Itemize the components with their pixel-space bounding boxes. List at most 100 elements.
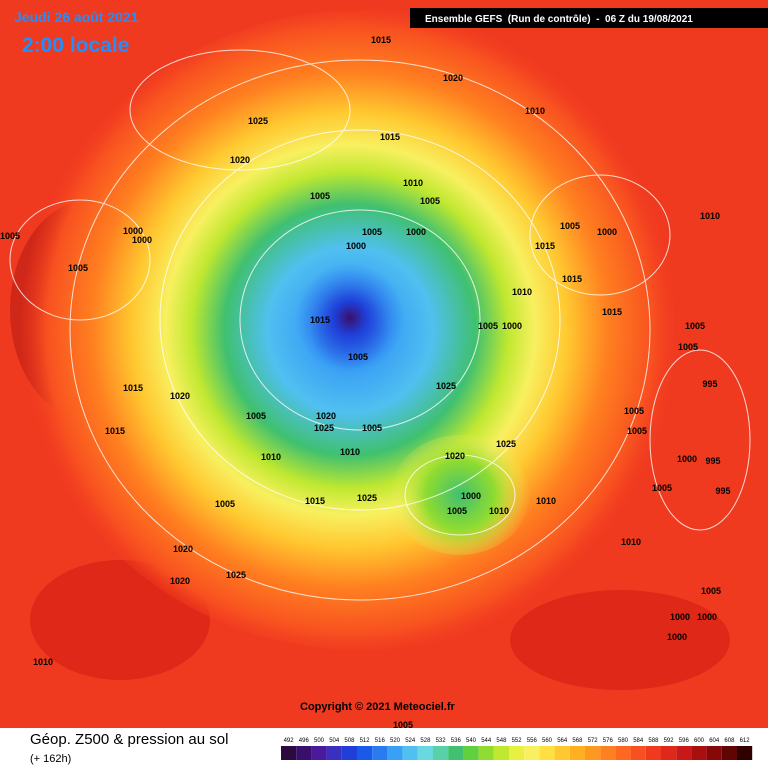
colorbar-label: 500 <box>314 738 325 744</box>
colorbar-swatch <box>296 746 312 760</box>
isobar-label: 1000 <box>461 491 481 501</box>
colorbar-label: 560 <box>542 738 553 744</box>
colorbar-swatch <box>448 746 464 760</box>
isobar-label: 995 <box>705 456 720 466</box>
isobar-label: 1010 <box>403 178 423 188</box>
isobar-label: 1010 <box>621 537 641 547</box>
isobar-label: 995 <box>715 486 730 496</box>
isobar-label: 1020 <box>445 451 465 461</box>
isobar-label: 1010 <box>340 447 360 457</box>
colorbar-swatch <box>341 746 357 760</box>
colorbar-label: 596 <box>679 738 690 744</box>
colorbar-swatch <box>661 746 677 760</box>
colorbar-label: 556 <box>527 738 538 744</box>
colorbar-swatch <box>600 746 616 760</box>
isobar-label: 1020 <box>170 391 190 401</box>
isobar-label: 1020 <box>173 544 193 554</box>
colorbar-swatch <box>433 746 449 760</box>
isobar-label: 1010 <box>33 657 53 667</box>
isobar-label: 1005 <box>478 321 498 331</box>
lead-time: (+ 162h) <box>30 753 71 765</box>
isobar-label: 1010 <box>700 211 720 221</box>
colorbar-swatch <box>615 746 631 760</box>
isobar-label: 1015 <box>305 496 325 506</box>
isobar-label: 1010 <box>489 506 509 516</box>
colorbar-swatch <box>569 746 585 760</box>
colorbar: 492 496 500 504 508 512 516 520 524 528 532 536 540 5… <box>281 738 753 760</box>
isobar-label: 1005 <box>685 321 705 331</box>
colorbar-swatch <box>539 746 555 760</box>
run-info: Ensemble GEFS (Run de contrôle) - 06 Z d… <box>425 14 693 25</box>
colorbar-swatch <box>372 746 388 760</box>
isobar-label: 1000 <box>667 632 687 642</box>
colorbar-swatch <box>357 746 373 760</box>
colorbar-swatch <box>281 746 297 760</box>
isobar-label: 1025 <box>314 423 334 433</box>
isobar-label: 1020 <box>443 73 463 83</box>
colorbar-label: 552 <box>512 738 523 744</box>
copyright: Copyright © 2021 Meteociel.fr <box>300 701 456 713</box>
colorbar-swatch <box>387 746 403 760</box>
colorbar-label: 600 <box>694 738 705 744</box>
isobar-label: 1025 <box>226 570 246 580</box>
colorbar-swatch <box>417 746 433 760</box>
isobar-label: 1000 <box>406 227 426 237</box>
isobar-label: 1005 <box>624 406 644 416</box>
isobar-label: 1005 <box>627 426 647 436</box>
colorbar-label: 540 <box>466 738 477 744</box>
isobar-label: 1020 <box>230 155 250 165</box>
isobar-labels: 1015 1020 1010 1025 1020 1015 1010 1005 1005 1005… <box>0 35 731 730</box>
colorbar-swatch <box>509 746 525 760</box>
isobar-label: 1010 <box>536 496 556 506</box>
colorbar-swatch <box>493 746 509 760</box>
height-field <box>290 263 410 373</box>
isobar-label: 1020 <box>316 411 336 421</box>
colorbar-label: 580 <box>618 738 629 744</box>
isobar-label: 1005 <box>0 231 20 241</box>
run-banner <box>410 8 768 28</box>
isobar-label: 1005 <box>701 586 721 596</box>
colorbar-swatch <box>721 746 737 760</box>
isobar-label: 1000 <box>132 235 152 245</box>
colorbar-label: 528 <box>420 738 431 744</box>
isobar-label: 1015 <box>380 132 400 142</box>
isobar-label: 1025 <box>357 493 377 503</box>
isobar-label: 1005 <box>68 263 88 273</box>
colorbar-label: 612 <box>740 738 751 744</box>
isobar-label: 1015 <box>602 307 622 317</box>
isobar-label: 1025 <box>248 116 268 126</box>
isobar-label: 1005 <box>362 227 382 237</box>
isobar-label: 1025 <box>496 439 516 449</box>
isobar-label: 1005 <box>678 342 698 352</box>
colorbar-swatch <box>676 746 692 760</box>
colorbar-label: 492 <box>284 738 295 744</box>
colorbar-swatch <box>524 746 540 760</box>
isobar-label: 1015 <box>562 274 582 284</box>
isobar-label: 1025 <box>436 381 456 391</box>
footer-title: Géop. Z500 & pression au sol <box>30 731 228 748</box>
date: Jeudi 26 août 2021 <box>14 9 139 25</box>
heat-area <box>510 590 730 690</box>
colorbar-label: 504 <box>329 738 340 744</box>
colorbar-label: 588 <box>648 738 659 744</box>
isobar-label: 995 <box>702 379 717 389</box>
colorbar-swatch <box>691 746 707 760</box>
colorbar-label: 508 <box>344 738 355 744</box>
isobar-label: 1005 <box>215 499 235 509</box>
colorbar-label: 544 <box>481 738 492 744</box>
isobar-label: 1005 <box>246 411 266 421</box>
colorbar-label: 568 <box>572 738 583 744</box>
isobar-label: 1005 <box>362 423 382 433</box>
isobar-label: 1005 <box>393 720 413 730</box>
colorbar-label: 496 <box>299 738 310 744</box>
colorbar-label: 536 <box>451 738 462 744</box>
colorbar-swatch <box>402 746 418 760</box>
colorbar-label: 520 <box>390 738 401 744</box>
colorbar-label: 564 <box>557 738 568 744</box>
isobar-label: 1015 <box>105 426 125 436</box>
isobar-label: 1015 <box>123 383 143 393</box>
isobar-label: 1005 <box>560 221 580 231</box>
isobar-label: 1000 <box>346 241 366 251</box>
local-time: 2:00 locale <box>22 34 129 57</box>
isobar-label: 1000 <box>697 612 717 622</box>
